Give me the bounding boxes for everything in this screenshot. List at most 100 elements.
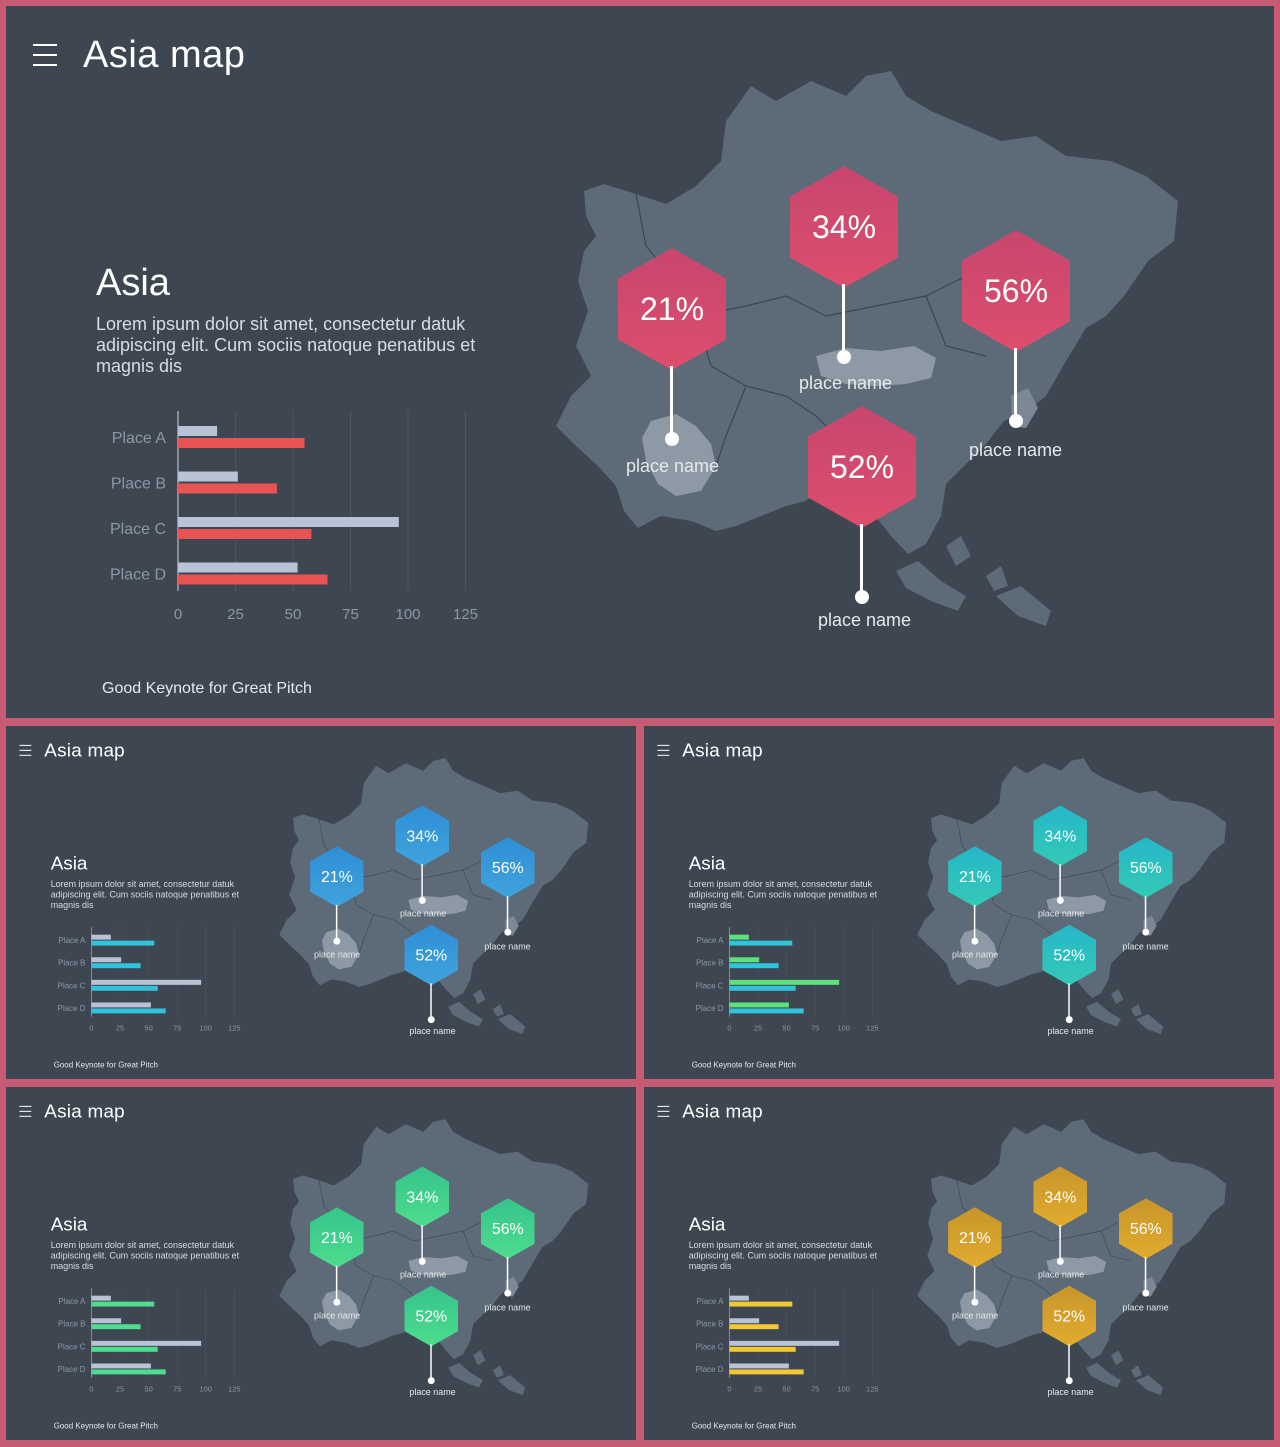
marker-stem <box>1059 1225 1061 1260</box>
marker-value: 21% <box>948 846 1002 907</box>
section-heading: Asia <box>50 853 88 875</box>
map-marker[interactable]: 34% <box>395 805 450 904</box>
marker-value: 34% <box>395 805 450 867</box>
category-label: Place C <box>696 1342 724 1351</box>
map-marker[interactable]: 34% <box>395 1166 450 1265</box>
map-marker[interactable]: 21% <box>310 1207 364 1306</box>
category-label: Place B <box>696 1320 723 1329</box>
section-heading: Asia <box>688 1214 726 1236</box>
map-marker[interactable]: 52% <box>404 924 459 1024</box>
menu-icon[interactable] <box>657 744 670 756</box>
menu-icon[interactable] <box>19 1105 32 1117</box>
x-tick-label: 75 <box>342 606 359 623</box>
marker-stem <box>430 1344 432 1380</box>
marker-dot <box>427 1016 435 1024</box>
x-tick-label: 125 <box>866 1385 878 1394</box>
category-label: Place A <box>697 936 725 945</box>
bar-place-d-s1 <box>91 1363 151 1369</box>
marker-dot <box>837 350 851 364</box>
marker-dot <box>855 590 869 604</box>
marker-stem <box>421 1225 423 1260</box>
x-tick-label: 0 <box>174 606 182 623</box>
marker-dot <box>971 1298 979 1306</box>
asia-map <box>556 71 1178 626</box>
footer-text: Good Keynote for Great Pitch <box>102 680 312 697</box>
place-name-label: place name <box>626 456 720 476</box>
map-marker[interactable]: 56% <box>962 230 1070 428</box>
bar-place-c-s2 <box>91 1346 158 1352</box>
bar-place-d-s2 <box>178 574 328 585</box>
category-label: Place A <box>697 1297 725 1306</box>
place-name-label: place name <box>409 1026 456 1037</box>
map-marker[interactable]: 56% <box>480 837 535 936</box>
category-label: Place B <box>111 476 166 493</box>
marker-value: 34% <box>1033 1166 1088 1228</box>
map-marker[interactable]: 56% <box>1118 837 1173 936</box>
map-marker[interactable]: 52% <box>1042 924 1097 1024</box>
x-tick-label: 0 <box>89 1024 93 1033</box>
place-name-label: place name <box>409 1387 456 1398</box>
marker-value: 56% <box>480 1198 535 1259</box>
menu-icon[interactable] <box>657 1105 670 1117</box>
place-name-label: place name <box>314 1310 361 1321</box>
map-marker[interactable]: 34% <box>1033 1166 1088 1265</box>
bar-place-a-s2 <box>178 438 305 448</box>
footer-text: Good Keynote for Great Pitch <box>53 1421 158 1431</box>
bar-place-a-s2 <box>729 1301 793 1307</box>
map-marker[interactable]: 52% <box>1042 1285 1097 1385</box>
category-label: Place C <box>58 1342 86 1351</box>
bar-place-c-s1 <box>178 517 399 527</box>
x-tick-label: 100 <box>838 1385 850 1394</box>
category-label: Place B <box>58 959 85 968</box>
x-tick-label: 25 <box>227 606 244 623</box>
bar-place-b-s1 <box>178 471 238 482</box>
bar-place-a-s2 <box>729 940 793 946</box>
marker-dot <box>1009 414 1023 428</box>
marker-stem <box>1144 1256 1147 1292</box>
map-marker[interactable]: 34% <box>1033 805 1088 904</box>
bar-chart: 0 25 50 75 100 125 Place A Place B Place C Place … <box>696 1288 878 1394</box>
marker-stem <box>1068 983 1070 1019</box>
x-tick-label: 25 <box>116 1024 124 1033</box>
asia-map <box>917 758 1227 1035</box>
place-name-label: place name <box>952 1310 999 1321</box>
x-tick-label: 100 <box>395 606 420 623</box>
bar-place-b-s1 <box>91 1318 122 1324</box>
menu-icon[interactable] <box>19 744 32 756</box>
bar-chart: 0 25 50 75 100 125 Place A Place B Place C Place … <box>696 927 878 1033</box>
x-tick-label: 0 <box>89 1385 93 1394</box>
marker-dot <box>1065 1016 1073 1024</box>
x-tick-label: 75 <box>811 1385 819 1394</box>
map-marker[interactable]: 56% <box>480 1198 535 1297</box>
marker-dot <box>418 896 426 904</box>
bar-place-b-s2 <box>91 1324 141 1330</box>
bar-place-c-s1 <box>729 979 840 985</box>
map-marker[interactable]: 21% <box>310 846 364 945</box>
footer-text: Good Keynote for Great Pitch <box>53 1060 158 1070</box>
x-tick-label: 0 <box>727 1385 731 1394</box>
body-text: Lorem ipsum dolor sit amet, consectetur … <box>688 1240 878 1271</box>
map-marker[interactable]: 56% <box>1118 1198 1173 1297</box>
map-marker[interactable]: 21% <box>618 248 726 446</box>
slide-title: Asia map <box>682 739 763 761</box>
bar-place-c-s2 <box>729 985 796 991</box>
marker-dot <box>971 937 979 945</box>
category-label: Place D <box>696 1365 724 1374</box>
slide-title: Asia map <box>83 34 246 76</box>
x-tick-label: 25 <box>116 1385 124 1394</box>
map-marker[interactable]: 34% <box>790 166 898 364</box>
marker-value: 56% <box>480 837 535 898</box>
map-marker[interactable]: 52% <box>404 1285 459 1385</box>
map-marker[interactable]: 21% <box>948 1207 1002 1306</box>
marker-value: 21% <box>310 1207 364 1268</box>
x-tick-label: 50 <box>144 1385 152 1394</box>
menu-icon[interactable] <box>33 44 57 66</box>
bar-place-a-s1 <box>91 1295 111 1301</box>
slide-variant-green: Asia map Asia Lorem ipsum dolor sit amet… <box>6 1087 636 1440</box>
body-text: Lorem ipsum dolor sit amet, consectetur … <box>50 879 240 910</box>
place-name-label: place name <box>799 373 893 393</box>
map-marker[interactable]: 52% <box>808 406 916 604</box>
place-name-label: place name <box>1037 1269 1085 1280</box>
map-marker[interactable]: 21% <box>948 846 1002 945</box>
place-name-label: place name <box>484 941 531 952</box>
